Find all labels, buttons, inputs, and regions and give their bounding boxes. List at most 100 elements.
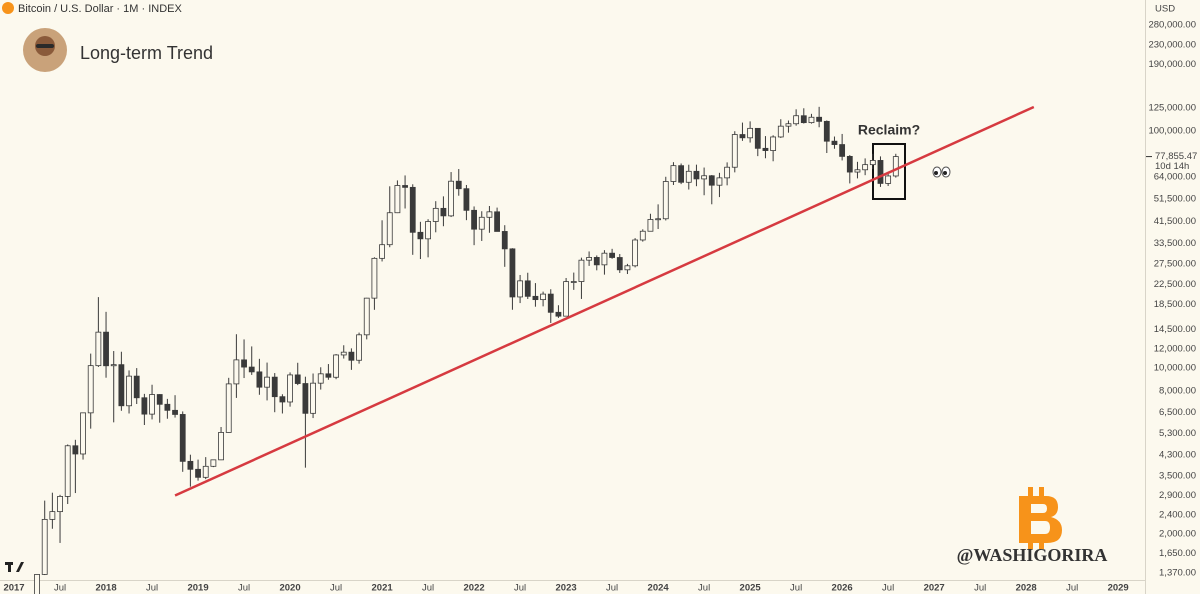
candle-body: [685, 170, 692, 183]
candle-body: [417, 231, 424, 240]
candle-body: [517, 280, 523, 298]
candle-body: [678, 165, 685, 183]
candle-body: [823, 120, 830, 142]
logo-part: [1028, 540, 1033, 549]
y-tick-label: 33,500.00: [1154, 238, 1196, 249]
candle-body: [149, 394, 155, 415]
x-tick-label: Jul: [422, 583, 434, 594]
symbol-title: Bitcoin / U.S. Dollar · 1M · INDEX: [18, 3, 182, 15]
candle-body: [34, 574, 40, 594]
candle-body: [317, 373, 324, 384]
candle-body: [701, 175, 708, 180]
candle-body: [172, 409, 178, 415]
candle-body: [478, 216, 485, 230]
candle-body: [210, 459, 217, 467]
y-tick-label: 100,000.00: [1148, 125, 1196, 136]
candle-body: [95, 331, 102, 367]
countdown: 10d 14h: [1155, 161, 1189, 172]
candle-body: [892, 156, 899, 177]
candle-body: [195, 468, 201, 478]
candle-body: [693, 170, 700, 180]
candle-body: [670, 165, 677, 182]
y-tick-label: 1,370.00: [1159, 567, 1196, 578]
candle-body: [593, 257, 600, 266]
candle-body: [793, 115, 800, 125]
symbol-icon: [2, 2, 14, 14]
y-tick-label: 8,000.00: [1159, 385, 1196, 396]
candle-body: [386, 212, 393, 246]
candle-body: [87, 365, 94, 414]
candle-body: [363, 297, 370, 336]
candle-body: [271, 376, 278, 398]
x-tick-label: Jul: [882, 583, 894, 594]
x-tick-label: 2028: [1016, 583, 1037, 594]
candle-body: [563, 281, 569, 317]
x-tick-label: 2020: [279, 583, 300, 594]
x-tick-label: Jul: [1066, 583, 1078, 594]
y-tick-label: 14,500.00: [1154, 324, 1196, 335]
candle-body: [486, 211, 493, 218]
candle-body: [570, 281, 577, 283]
eyes-icon: [932, 166, 951, 178]
candle-body: [279, 396, 286, 403]
x-tick-label: Jul: [698, 583, 710, 594]
logo-part: [1039, 487, 1044, 497]
candle-body: [218, 432, 224, 461]
candle-body: [662, 181, 669, 220]
candle-body: [800, 115, 807, 124]
candle-body: [639, 230, 646, 241]
x-tick-label: Jul: [146, 583, 158, 594]
candle-body: [133, 375, 140, 399]
candle-body: [632, 239, 639, 267]
candle-body: [501, 231, 508, 250]
candle-body: [586, 257, 593, 261]
candle-body: [708, 175, 715, 186]
candle-body: [394, 185, 401, 214]
avatar-glasses: [36, 44, 54, 48]
candle-body: [287, 374, 293, 403]
candle-body: [241, 359, 247, 368]
candle-body: [402, 185, 408, 188]
candle-body: [869, 160, 876, 166]
candle-body: [739, 134, 746, 139]
candle-body: [371, 257, 378, 299]
candle-body: [325, 373, 332, 378]
candle-body: [248, 366, 255, 373]
pupil: [934, 171, 938, 175]
candle-body: [762, 147, 769, 151]
y-tick-label: 190,000.00: [1148, 59, 1196, 70]
candle-body: [540, 293, 546, 301]
y-tick-label: 2,000.00: [1159, 528, 1196, 539]
x-tick-label: 2029: [1108, 583, 1129, 594]
candle-body: [846, 155, 853, 173]
x-tick-label: Jul: [514, 583, 526, 594]
candle-body: [141, 397, 148, 415]
candle-body: [555, 311, 562, 317]
candle-body: [609, 252, 616, 258]
y-tick-label: 280,000.00: [1148, 19, 1196, 30]
logo-part: [1039, 540, 1044, 549]
candle-body: [601, 252, 608, 266]
candle-body: [72, 445, 79, 455]
candle-body: [379, 244, 385, 259]
x-tick-label: Jul: [330, 583, 342, 594]
candle-body: [777, 125, 784, 138]
candle-body: [225, 383, 232, 433]
y-tick-label: 2,400.00: [1159, 510, 1196, 521]
candle-body: [179, 414, 186, 462]
candle-body: [785, 123, 792, 127]
x-tick-label: 2022: [464, 583, 485, 594]
candle-body: [348, 351, 355, 361]
bitcoin-logo: [1019, 487, 1062, 549]
y-tick-label: 51,500.00: [1154, 194, 1196, 205]
y-tick-label: 18,500.00: [1154, 299, 1196, 310]
x-tick-label: 2027: [924, 583, 945, 594]
pupil: [943, 171, 947, 175]
currency-label: USD: [1155, 4, 1175, 15]
x-tick-label: Jul: [54, 583, 66, 594]
logo-part: [1028, 487, 1033, 497]
x-tick-label: 2023: [556, 583, 577, 594]
